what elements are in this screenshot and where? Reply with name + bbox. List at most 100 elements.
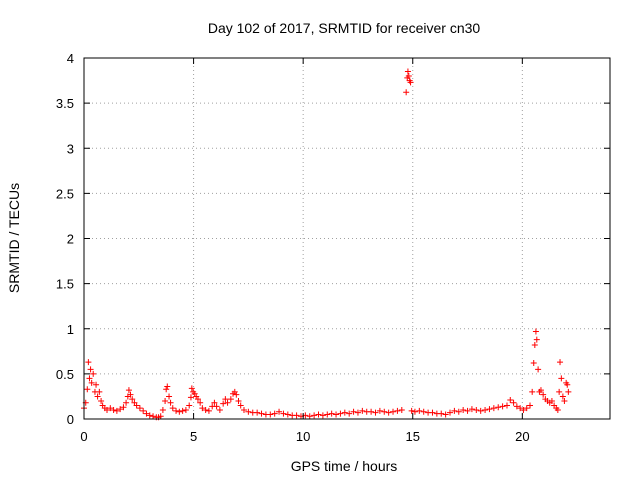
- data-point: [520, 406, 527, 413]
- data-point: [220, 400, 227, 407]
- data-point: [235, 397, 242, 404]
- data-point: [127, 391, 134, 398]
- data-point: [405, 73, 412, 80]
- data-point: [163, 386, 170, 393]
- data-point: [104, 406, 111, 413]
- data-point: [271, 410, 278, 417]
- data-point: [146, 412, 153, 419]
- data-point: [88, 379, 95, 386]
- x-axis-label: GPS time / hours: [291, 458, 398, 474]
- data-point: [237, 402, 244, 409]
- data-point: [280, 410, 287, 417]
- data-point: [368, 408, 375, 415]
- data-point: [113, 407, 120, 414]
- data-point: [85, 359, 92, 366]
- data-point: [227, 396, 234, 403]
- data-point: [408, 407, 415, 414]
- x-tick-label: 20: [515, 429, 529, 444]
- data-point: [455, 408, 462, 415]
- data-point: [564, 381, 571, 388]
- data-point: [179, 407, 186, 414]
- data-point: [420, 408, 427, 415]
- data-point: [136, 405, 143, 412]
- data-point: [173, 407, 180, 414]
- data-point: [202, 406, 209, 413]
- data-point: [284, 411, 291, 418]
- data-point: [529, 388, 536, 395]
- data-point: [548, 397, 555, 404]
- data-point: [359, 407, 366, 414]
- data-point: [150, 413, 157, 420]
- data-point: [98, 397, 105, 404]
- data-point: [245, 408, 252, 415]
- data-point: [490, 405, 497, 412]
- plot-frame: [83, 57, 611, 420]
- data-point: [527, 402, 534, 409]
- data-point: [186, 402, 193, 409]
- data-point: [194, 396, 201, 403]
- y-tick-label: 2: [67, 232, 74, 247]
- y-tick-label: 0: [67, 412, 74, 427]
- data-point: [197, 399, 204, 406]
- data-point: [125, 387, 132, 394]
- chart-title: Day 102 of 2017, SRMTID for receiver cn3…: [208, 20, 481, 36]
- data-point: [556, 388, 563, 395]
- data-point: [169, 405, 176, 412]
- data-point: [120, 404, 127, 411]
- y-tick-label: 0.5: [56, 367, 74, 382]
- data-point: [86, 375, 93, 382]
- data-point: [159, 406, 166, 413]
- data-point: [140, 407, 147, 414]
- y-tick-label: 1: [67, 322, 74, 337]
- grid: [84, 58, 610, 419]
- y-tick-label: 3.5: [56, 96, 74, 111]
- data-point: [311, 412, 318, 419]
- data-point: [176, 408, 183, 415]
- data-point: [341, 409, 348, 416]
- data-point: [333, 411, 340, 418]
- data-point: [532, 328, 539, 335]
- axis-ticks: [83, 57, 610, 420]
- data-point: [87, 366, 94, 373]
- x-tick-labels: 0 5 10 15 20: [80, 429, 529, 444]
- data-point: [293, 412, 300, 419]
- data-point: [205, 407, 212, 414]
- data-point: [199, 405, 206, 412]
- data-point: [372, 409, 379, 416]
- y-tick-labels: 0 0.5 1 1.5 2 2.5 3 3.5 4: [56, 51, 74, 427]
- data-point: [482, 406, 489, 413]
- data-point: [403, 89, 410, 96]
- data-point: [510, 399, 517, 406]
- data-points: [81, 68, 572, 421]
- data-point: [166, 393, 173, 400]
- data-point: [438, 410, 445, 417]
- data-point: [167, 399, 174, 406]
- y-axis-label: SRMTID / TECUs: [6, 183, 22, 293]
- data-point: [429, 409, 436, 416]
- data-point: [442, 411, 449, 418]
- data-point: [468, 406, 475, 413]
- data-point: [411, 408, 418, 415]
- data-point: [233, 391, 240, 398]
- data-point: [394, 407, 401, 414]
- data-point: [254, 409, 261, 416]
- data-point: [447, 409, 454, 416]
- data-point: [533, 336, 540, 343]
- data-point: [143, 410, 150, 417]
- data-point: [473, 406, 480, 413]
- data-point: [319, 412, 326, 419]
- data-point: [188, 385, 195, 392]
- data-point: [376, 407, 383, 414]
- data-point: [337, 410, 344, 417]
- data-point: [123, 399, 130, 406]
- data-point: [240, 406, 247, 413]
- data-point: [107, 405, 114, 412]
- data-point: [404, 68, 411, 75]
- data-point: [328, 410, 335, 417]
- data-point: [276, 408, 283, 415]
- data-point: [117, 406, 124, 413]
- data-point: [96, 388, 103, 395]
- x-tick-label: 5: [190, 429, 197, 444]
- y-tick-label: 1.5: [56, 277, 74, 292]
